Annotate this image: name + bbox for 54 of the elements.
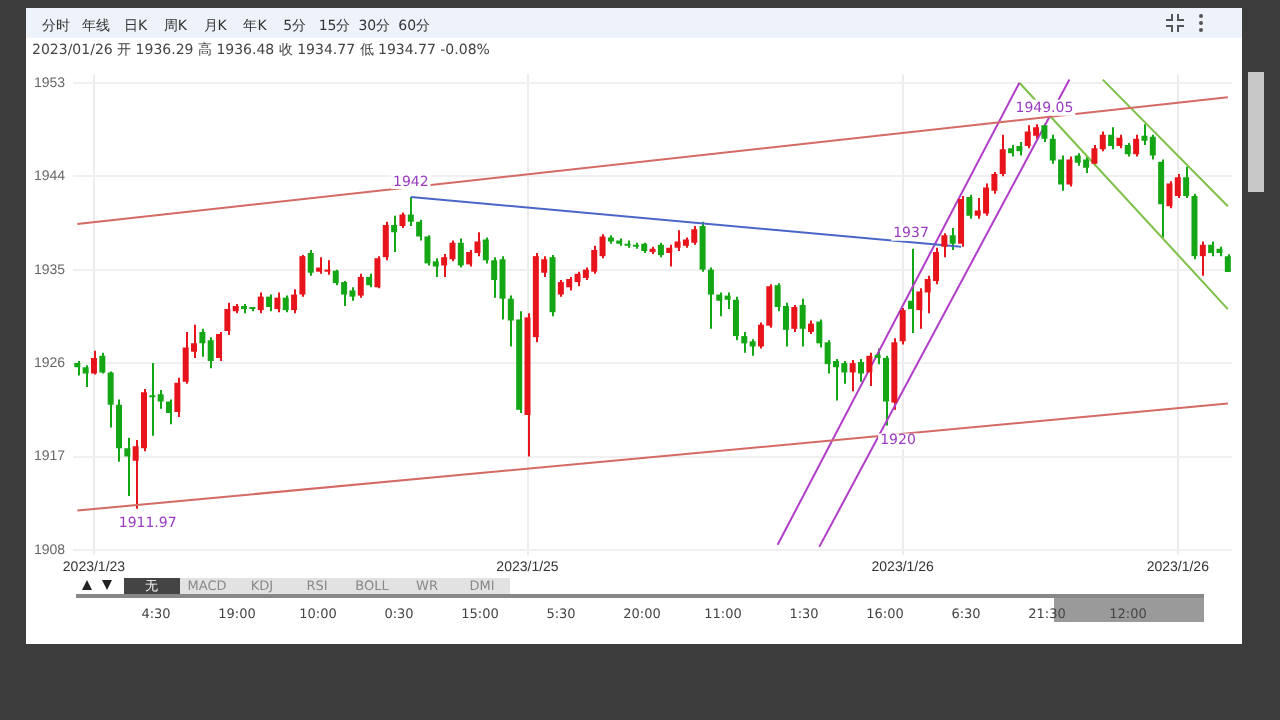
candlestick	[1149, 133, 1156, 161]
candlestick	[457, 237, 464, 269]
candlestick	[849, 358, 856, 393]
candlestick	[257, 291, 264, 315]
candlestick	[707, 266, 714, 330]
candlestick	[274, 291, 281, 314]
candlestick	[949, 227, 956, 251]
candlestick	[90, 349, 97, 376]
candlestick	[1199, 240, 1206, 277]
candlestick	[1024, 124, 1031, 150]
candlestick	[1158, 158, 1165, 239]
candlestick	[999, 133, 1006, 178]
candlestick	[591, 244, 598, 275]
candlestick	[883, 354, 890, 427]
candlestick	[941, 232, 948, 259]
candlestick	[224, 301, 231, 337]
candlestick	[357, 272, 364, 299]
candlestick	[858, 357, 864, 383]
candlestick	[791, 303, 798, 333]
candlestick	[1166, 180, 1173, 210]
candlestick	[207, 336, 214, 370]
candlestick	[799, 297, 806, 348]
candlestick	[966, 193, 973, 220]
candlestick	[691, 225, 698, 246]
candlestick	[149, 362, 156, 437]
candlestick	[107, 370, 114, 429]
candlestick	[916, 287, 923, 330]
candlestick	[983, 182, 990, 217]
candlestick	[866, 351, 873, 387]
candlestick	[1133, 133, 1140, 158]
candlestick	[82, 364, 89, 388]
candlestick	[216, 330, 223, 363]
candlestick	[732, 295, 739, 342]
candlestick	[899, 307, 906, 346]
candlestick	[407, 195, 414, 228]
candlestick	[908, 247, 915, 334]
candlestick	[307, 248, 314, 277]
candlestick	[1141, 123, 1148, 147]
candlestick	[166, 398, 173, 426]
candlestick	[324, 259, 331, 276]
candlestick	[666, 243, 673, 268]
candlestick	[391, 214, 398, 253]
candlestick	[699, 220, 706, 273]
candlestick	[199, 327, 206, 358]
candlestick	[958, 194, 965, 248]
candlestick	[99, 351, 106, 375]
candlestick	[1066, 155, 1073, 188]
candlestick	[1108, 126, 1115, 151]
candlestick	[124, 436, 131, 498]
candlestick	[116, 398, 122, 463]
candlestick	[974, 196, 981, 220]
candlestick	[499, 255, 506, 321]
candlestick	[157, 389, 164, 410]
candlestick	[716, 291, 723, 318]
